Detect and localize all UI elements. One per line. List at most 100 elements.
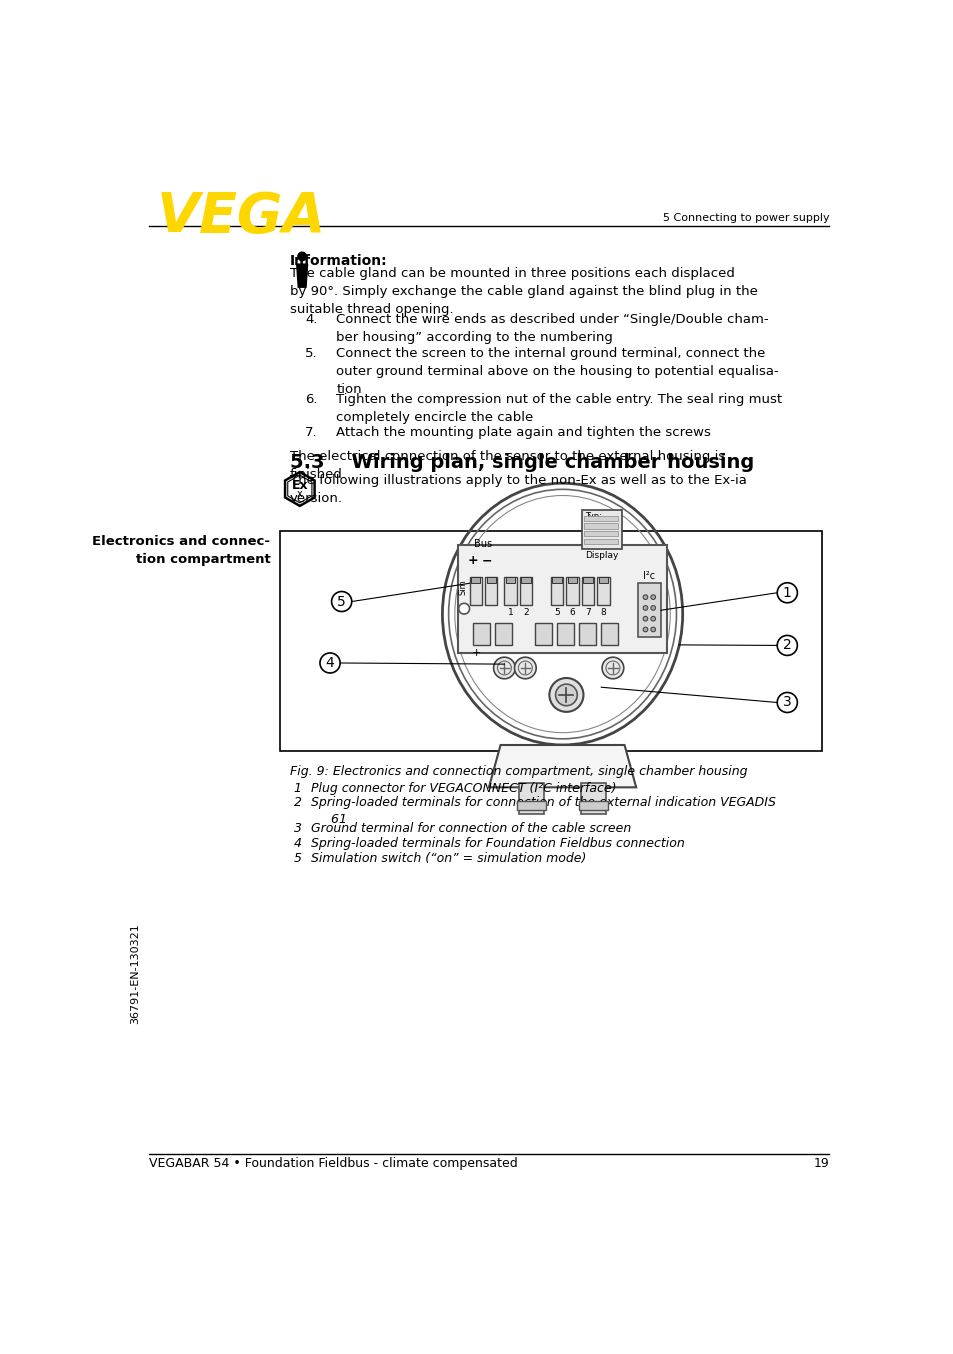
Circle shape (650, 594, 655, 600)
Text: 7: 7 (584, 608, 590, 617)
Bar (578, 623, 596, 645)
Circle shape (650, 616, 655, 621)
Polygon shape (296, 264, 307, 287)
Text: Connect the wire ends as described under “Single/Double cham-
ber housing” accor: Connect the wire ends as described under… (335, 313, 768, 344)
Bar (637, 584, 660, 638)
Bar (552, 577, 561, 584)
Text: 8: 8 (600, 608, 606, 617)
Text: The cable gland can be mounted in three positions each displaced
by 90°. Simply : The cable gland can be mounted in three … (290, 267, 757, 317)
Text: 5 Connecting to power supply: 5 Connecting to power supply (661, 214, 828, 223)
Text: 3: 3 (782, 696, 791, 709)
Text: 2: 2 (294, 796, 301, 810)
Circle shape (642, 627, 647, 632)
Bar (517, 802, 546, 811)
Circle shape (458, 604, 469, 615)
Text: 5.: 5. (305, 347, 317, 360)
Bar (583, 539, 618, 544)
Bar (583, 516, 618, 521)
Text: Ground terminal for connection of the cable screen: Ground terminal for connection of the ca… (311, 822, 631, 835)
Bar (583, 523, 618, 528)
Bar (597, 577, 609, 605)
Bar (495, 623, 512, 645)
Bar (580, 784, 605, 814)
Text: VEGA: VEGA (156, 190, 326, 244)
Text: Electronics and connec-
tion compartment: Electronics and connec- tion compartment (92, 535, 270, 566)
Text: 5: 5 (294, 852, 301, 865)
Circle shape (650, 627, 655, 632)
Bar (550, 577, 562, 605)
Bar (486, 577, 496, 584)
Circle shape (650, 605, 655, 611)
Text: 5.3    Wiring plan, single chamber housing: 5.3 Wiring plan, single chamber housing (290, 452, 753, 471)
Bar (505, 577, 515, 584)
Circle shape (777, 582, 797, 603)
Text: 5: 5 (554, 608, 559, 617)
Text: 7.: 7. (305, 425, 317, 439)
Text: Simulation switch (“on” = simulation mode): Simulation switch (“on” = simulation mod… (311, 852, 586, 865)
Bar (557, 623, 574, 645)
Circle shape (555, 684, 577, 705)
Text: 1: 1 (782, 586, 791, 600)
Bar (518, 784, 543, 814)
Text: Information:: Information: (290, 255, 387, 268)
Circle shape (549, 678, 583, 712)
Text: 5: 5 (337, 594, 346, 608)
Bar (598, 577, 608, 584)
Circle shape (642, 616, 647, 621)
Circle shape (493, 657, 515, 678)
Bar (504, 577, 517, 605)
Text: 19: 19 (813, 1158, 828, 1170)
Circle shape (777, 692, 797, 712)
Bar (484, 577, 497, 605)
Text: Tighten the compression nut of the cable entry. The seal ring must
completely en: Tighten the compression nut of the cable… (335, 393, 781, 424)
Bar (473, 623, 490, 645)
Text: Plug connector for VEGACONNECT (I²C interface): Plug connector for VEGACONNECT (I²C inte… (311, 781, 617, 795)
Text: 4: 4 (294, 837, 301, 850)
Text: The electrical connection of the sensor to the external housing is
finished.: The electrical connection of the sensor … (290, 450, 724, 481)
Circle shape (642, 605, 647, 611)
Text: Typ:: Typ: (584, 512, 601, 521)
Text: −: − (481, 554, 492, 567)
Bar (583, 531, 618, 536)
Circle shape (319, 653, 340, 673)
Text: 1: 1 (294, 781, 301, 795)
Text: 4: 4 (325, 655, 335, 670)
Bar (521, 577, 530, 584)
Bar (581, 577, 594, 605)
Circle shape (514, 657, 536, 678)
Circle shape (642, 594, 647, 600)
Text: 2: 2 (782, 639, 791, 653)
Text: Bus: Bus (474, 539, 492, 548)
Text: Ex: Ex (292, 478, 308, 492)
Bar (599, 623, 617, 645)
Bar (535, 623, 552, 645)
Text: 1: 1 (507, 608, 513, 617)
Bar (469, 577, 481, 605)
FancyBboxPatch shape (457, 544, 666, 653)
Text: Connect the screen to the internal ground terminal, connect the
outer ground ter: Connect the screen to the internal groun… (335, 347, 779, 395)
Text: VEGABAR 54 • Foundation Fieldbus - climate compensated: VEGABAR 54 • Foundation Fieldbus - clima… (149, 1158, 517, 1170)
Text: 6: 6 (569, 608, 575, 617)
Bar (578, 802, 608, 811)
Text: I²c: I²c (642, 571, 655, 581)
Text: 3: 3 (294, 822, 301, 835)
Text: 4.: 4. (305, 313, 317, 326)
Circle shape (777, 635, 797, 655)
Text: x: x (296, 489, 302, 500)
Text: 36791-EN-130321: 36791-EN-130321 (130, 923, 139, 1025)
Text: Display: Display (585, 551, 618, 561)
Circle shape (297, 252, 306, 261)
Bar (279, 531, 821, 750)
Text: +: + (468, 554, 478, 567)
Bar (519, 577, 532, 605)
Text: The following illustrations apply to the non-Ex as well as to the Ex-ia
version.: The following illustrations apply to the… (290, 474, 746, 505)
Bar (566, 577, 578, 605)
Bar (583, 577, 592, 584)
Text: 6.: 6. (305, 393, 317, 406)
Text: Fig. 9: Electronics and connection compartment, single chamber housing: Fig. 9: Electronics and connection compa… (290, 765, 746, 777)
Circle shape (601, 657, 623, 678)
Polygon shape (488, 745, 636, 787)
Bar (567, 577, 577, 584)
Bar (581, 510, 621, 548)
Circle shape (332, 592, 352, 612)
